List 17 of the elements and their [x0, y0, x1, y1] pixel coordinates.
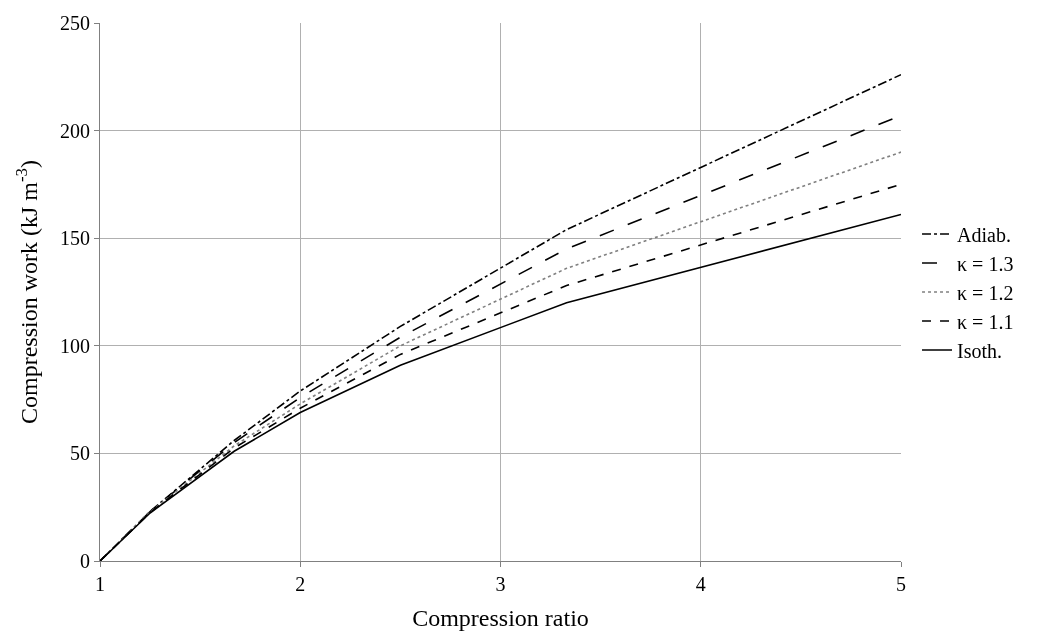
y-tick-label: 200 [60, 119, 90, 142]
x-tick-label: 1 [95, 573, 105, 595]
legend-label: κ = 1.2 [957, 281, 1014, 304]
y-tick-label: 50 [70, 442, 90, 465]
x-tick-label: 3 [495, 573, 506, 595]
x-axis-title: Compression ratio [412, 605, 589, 632]
legend-label: κ = 1.3 [957, 252, 1014, 275]
y-tick-label: 150 [60, 227, 90, 250]
x-tick-label: 4 [695, 573, 706, 595]
y-tick-label: 100 [60, 334, 90, 357]
x-tick-label: 2 [295, 573, 306, 595]
y-tick-label: 0 [80, 550, 90, 572]
legend-label: κ = 1.1 [957, 310, 1014, 333]
y-tick-label: 250 [60, 12, 90, 34]
legend-label: Isoth. [957, 339, 1003, 362]
legend-label: Adiab. [957, 223, 1011, 246]
x-tick-label: 5 [896, 573, 906, 595]
